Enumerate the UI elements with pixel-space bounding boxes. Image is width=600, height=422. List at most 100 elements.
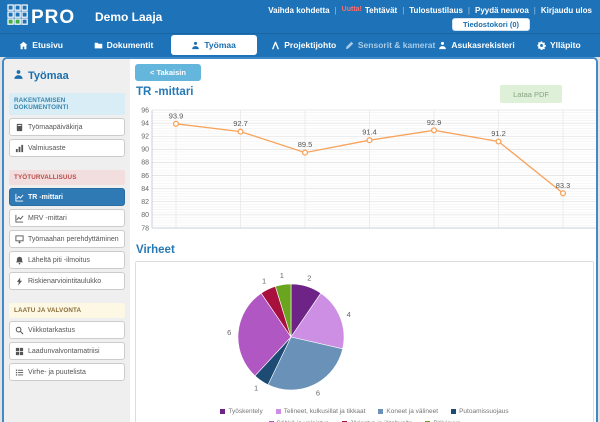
svg-text:91.2: 91.2 xyxy=(491,129,506,138)
gear-icon xyxy=(537,40,546,50)
tr-line-chart: 78 80 82 84 86 88 90 92 94 96 93.9 92.7 89.5 91.4 92.9… xyxy=(141,107,596,232)
svg-text:91.4: 91.4 xyxy=(362,128,377,137)
logo-grid-icon xyxy=(7,4,29,31)
svg-text:83.3: 83.3 xyxy=(556,181,571,190)
sidebar-item-työmaapäiväkirja[interactable]: Työmaapäiväkirja xyxy=(9,118,125,136)
tab-asukasrekisteri[interactable]: Asukasrekisteri xyxy=(435,33,517,57)
sidebar-item-läheltä-piti-ilmoitus[interactable]: Läheltä piti -ilmoitus xyxy=(9,251,125,269)
bar-chart-icon xyxy=(15,144,24,153)
sidebar-item-label: Läheltä piti -ilmoitus xyxy=(28,256,90,264)
sidebar-item-label: Työmaapäiväkirja xyxy=(28,123,83,131)
svg-text:88: 88 xyxy=(141,160,149,167)
sidebar-group: TYÖTURVALLISUUS TR -mittari MRV -mittari Ty… xyxy=(9,170,125,290)
header-link-separator: | xyxy=(467,6,470,15)
header-link[interactable]: Tulostustilaus xyxy=(409,6,463,15)
svg-text:92.9: 92.9 xyxy=(427,118,442,127)
sidebar-item-label: Virhe- ja puutelista xyxy=(28,368,86,376)
pie-slice xyxy=(290,292,345,350)
sidebar-group: LAATU JA VALVONTA Viikkotarkastus Laadunva… xyxy=(9,303,125,381)
svg-text:1: 1 xyxy=(254,384,258,393)
svg-text:80: 80 xyxy=(141,212,149,219)
file-basket-button[interactable]: Tiedostokori (0) xyxy=(452,18,530,31)
sidebar-item-valmiusaste[interactable]: Valmiusaste xyxy=(9,139,125,157)
header-link[interactable]: Kirjaudu ulos xyxy=(540,6,592,15)
pie-slice xyxy=(237,292,292,377)
tab-label: Asukasrekisteri xyxy=(451,40,515,50)
legend-label: Koneet ja välineet xyxy=(386,408,439,415)
tab-label: Projektijohto xyxy=(284,40,337,50)
tab-projektijohto[interactable]: Projektijohto xyxy=(263,33,345,57)
sidebar-item-label: Laadunvalvontamatriisi xyxy=(28,347,100,355)
svg-text:84: 84 xyxy=(141,186,149,193)
sidebar-item-riskienarviointitaulukko[interactable]: Riskienarviointitaulukko xyxy=(9,272,125,290)
header-link[interactable]: Pyydä neuvoa xyxy=(474,6,529,15)
bell-icon xyxy=(15,256,24,265)
legend-item[interactable]: Telineet, kulkusillat ja tikkaat xyxy=(275,408,365,415)
svg-text:92: 92 xyxy=(141,134,149,141)
download-pdf-button[interactable]: Lataa PDF xyxy=(500,85,562,103)
tab-label: Ylläpito xyxy=(549,40,581,50)
sidebar-item-label: TR -mittari xyxy=(28,193,63,201)
legend-label: Järjestys ja jätehuolto xyxy=(350,420,413,422)
tab-label: Työmaa xyxy=(204,40,236,50)
legend-label: Putoamissuojaus xyxy=(459,408,509,415)
legend-item[interactable]: Putoamissuojaus xyxy=(451,408,509,415)
grid-icon xyxy=(15,347,24,356)
svg-text:2: 2 xyxy=(307,273,311,282)
sidebar-item-työmaahan-perehdyttäminen[interactable]: Työmaahan perehdyttäminen xyxy=(9,230,125,248)
tab-yll-pito[interactable]: Ylläpito xyxy=(518,33,600,57)
tab-dokumentit[interactable]: Dokumentit xyxy=(82,33,164,57)
svg-text:94: 94 xyxy=(141,120,149,127)
journal-icon xyxy=(15,123,24,132)
svg-text:89.5: 89.5 xyxy=(298,140,313,149)
svg-text:86: 86 xyxy=(141,173,149,180)
sidebar-item-mrv-mittari[interactable]: MRV -mittari xyxy=(9,209,125,227)
tab-label: Sensorit & kamerat xyxy=(357,40,436,50)
svg-text:93.9: 93.9 xyxy=(169,111,184,120)
sidebar-title: Työmaa xyxy=(13,69,125,83)
legend-swatch xyxy=(275,409,281,414)
svg-text:4: 4 xyxy=(347,310,351,319)
tab-sensorit-kamerat[interactable]: Sensorit & kamerat xyxy=(345,33,435,57)
sidebar-item-virhe-ja-puutelista[interactable]: Virhe- ja puutelista xyxy=(9,363,125,381)
header-link-separator: | xyxy=(402,6,405,15)
logo-text: PRO xyxy=(31,6,76,28)
lightning-icon xyxy=(15,276,24,286)
legend-item[interactable]: Koneet ja välineet xyxy=(378,408,438,415)
legend-label: Työskentely xyxy=(228,408,263,415)
app-logo[interactable]: PRO xyxy=(7,4,75,31)
list-icon xyxy=(15,368,24,377)
header-link[interactable]: Uutta! Tehtävät xyxy=(341,6,398,15)
svg-text:82: 82 xyxy=(141,199,149,206)
sidebar-item-viikkotarkastus[interactable]: Viikkotarkastus xyxy=(9,321,125,339)
legend-swatch xyxy=(378,409,384,414)
legend-swatch xyxy=(220,409,226,414)
legend-swatch xyxy=(451,409,457,414)
svg-text:90: 90 xyxy=(141,147,149,154)
svg-text:96: 96 xyxy=(141,107,149,114)
worker-icon xyxy=(13,69,24,83)
sidebar-item-label: Valmiusaste xyxy=(28,144,66,152)
main-content: < Takaisin TR -mittari Lataa PDF 78 80 82 8… xyxy=(130,59,596,422)
svg-text:6: 6 xyxy=(227,328,231,337)
svg-text:6: 6 xyxy=(316,388,320,397)
legend-item[interactable]: Työskentely xyxy=(220,408,263,415)
legend-label: Sähkö ja valaistus xyxy=(277,420,329,422)
sidebar-item-label: Riskienarviointitaulukko xyxy=(28,277,102,285)
header-link[interactable]: Vaihda kohdetta xyxy=(268,6,330,15)
tab-label: Dokumentit xyxy=(106,40,154,50)
tr-mittari-title: TR -mittari xyxy=(136,86,194,98)
tab-ty-maa[interactable]: Työmaa xyxy=(170,35,257,55)
sidebar-item-tr-mittari[interactable]: TR -mittari xyxy=(9,188,125,206)
svg-text:1: 1 xyxy=(262,277,266,286)
folder-icon xyxy=(94,41,103,50)
tab-etusivu[interactable]: Etusivu xyxy=(0,33,82,57)
training-icon xyxy=(15,234,24,244)
sidebar-item-laadunvalvontamatriisi[interactable]: Laadunvalvontamatriisi xyxy=(9,342,125,360)
home-icon xyxy=(19,41,28,50)
legend-label: Pölyisyys xyxy=(433,420,460,422)
pie-legend-row-1: Työskentely Telineet, kulkusillat ja tikk… xyxy=(136,408,593,415)
back-button[interactable]: < Takaisin xyxy=(135,64,201,81)
pie-slice xyxy=(275,283,292,338)
